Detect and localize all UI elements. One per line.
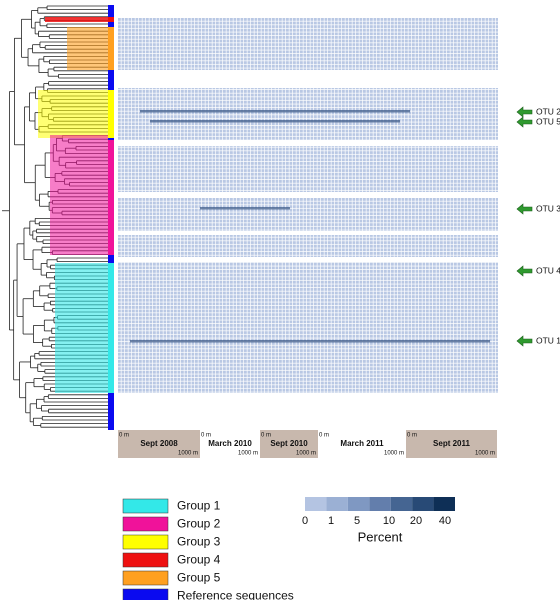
otu-label: OTU 3 <box>536 203 560 213</box>
arrow <box>516 265 533 277</box>
depth-end: 1000 m <box>384 451 404 457</box>
otu-label: OTU 5 <box>536 116 560 126</box>
depth-start: 0 m <box>319 433 329 439</box>
heatmap <box>118 18 498 393</box>
legend-label: Group 3 <box>177 535 221 549</box>
sample-label: Sept 2010 <box>270 439 308 448</box>
otu-label: OTU 4 <box>536 265 560 275</box>
arrow <box>516 335 533 347</box>
scale-tick: 10 <box>383 515 395 527</box>
scale-tick: 1 <box>328 515 334 527</box>
sample-label: March 2010 <box>208 439 252 448</box>
group-strip <box>108 5 114 430</box>
color-scale: 0 1 5 10 20 40 Percent <box>302 497 455 544</box>
scale-tick: 20 <box>410 515 422 527</box>
scale-tick: 0 <box>302 515 308 527</box>
scale-tick: 40 <box>439 515 451 527</box>
scale-block <box>369 497 391 511</box>
sample-box <box>118 430 200 458</box>
legend-swatch <box>122 498 169 514</box>
sample-box <box>260 430 318 458</box>
group-boxes <box>38 17 108 393</box>
otu-label: OTU 2 <box>536 106 560 116</box>
depth-start: 0 m <box>119 433 129 439</box>
scale-tick: 5 <box>354 515 360 527</box>
scale-block <box>433 497 455 511</box>
legend-label: Group 5 <box>177 571 221 585</box>
otu-label: OTU 1 <box>536 335 560 345</box>
legend-label: Group 2 <box>177 517 221 531</box>
legend-label: Reference sequences <box>177 589 294 600</box>
depth-start: 0 m <box>407 433 417 439</box>
scale-block <box>305 497 327 511</box>
depth-end: 1000 m <box>475 451 495 457</box>
legend-label: Group 1 <box>177 499 221 513</box>
sample-label: March 2011 <box>340 439 384 448</box>
arrow <box>516 106 533 118</box>
depth-end: 1000 m <box>238 451 258 457</box>
legend-swatch <box>122 588 169 600</box>
legend-swatch <box>122 516 169 532</box>
group-legend: Group 1 Group 2 Group 3 Group 4 Group 5 Refer… <box>122 498 294 600</box>
legend-swatch <box>122 534 169 550</box>
sample-box <box>406 430 497 458</box>
arrow <box>516 203 533 215</box>
scale-block <box>390 497 413 511</box>
arrow <box>516 116 533 128</box>
depth-end: 1000 m <box>296 451 316 457</box>
depth-start: 0 m <box>261 433 271 439</box>
scale-block <box>347 497 370 511</box>
scale-block <box>412 497 434 511</box>
scale-block <box>326 497 348 511</box>
depth-start: 0 m <box>201 433 211 439</box>
sample-label: Sept 2011 <box>433 439 470 448</box>
legend-swatch <box>122 552 169 568</box>
legend-label: Group 4 <box>177 553 221 567</box>
sample-label: Sept 2008 <box>140 439 178 448</box>
depth-end: 1000 m <box>178 451 198 457</box>
legend-swatch <box>122 570 169 586</box>
scale-title: Percent <box>358 529 403 544</box>
